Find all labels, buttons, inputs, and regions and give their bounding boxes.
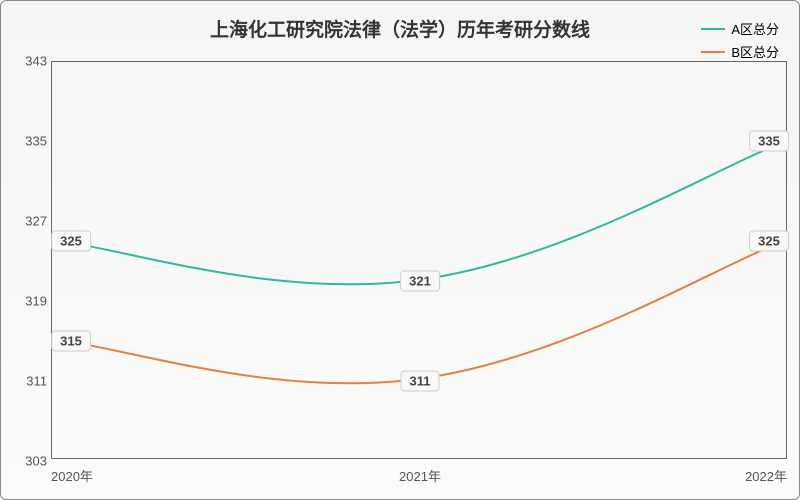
x-tick: 2020年 — [51, 466, 93, 485]
y-tick: 303 — [11, 454, 47, 469]
y-tick: 335 — [11, 134, 47, 149]
chart-container: 上海化工研究院法律（法学）历年考研分数线 A区总分 B区总分 303 311 319… — [0, 0, 800, 500]
y-tick: 343 — [11, 54, 47, 69]
legend-label-b: B区总分 — [731, 42, 779, 61]
data-label: 321 — [400, 271, 440, 292]
legend: A区总分 B区总分 — [701, 19, 779, 65]
data-label: 311 — [401, 371, 440, 392]
legend-label-a: A区总分 — [731, 19, 779, 38]
y-tick: 311 — [11, 374, 47, 389]
legend-item-a: A区总分 — [701, 19, 779, 38]
data-label: 315 — [51, 331, 91, 352]
legend-swatch-a — [701, 28, 725, 30]
y-tick: 327 — [11, 214, 47, 229]
y-tick: 319 — [11, 294, 47, 309]
data-label: 335 — [749, 131, 789, 152]
data-label: 325 — [749, 231, 789, 252]
legend-item-b: B区总分 — [701, 42, 779, 61]
chart-title: 上海化工研究院法律（法学）历年考研分数线 — [210, 15, 590, 42]
x-tick: 2021年 — [399, 466, 441, 485]
plot-area — [51, 61, 787, 459]
series-line — [52, 141, 786, 284]
legend-swatch-b — [701, 51, 725, 53]
x-tick: 2022年 — [745, 466, 787, 485]
line-canvas — [52, 62, 786, 458]
data-label: 325 — [51, 231, 91, 252]
